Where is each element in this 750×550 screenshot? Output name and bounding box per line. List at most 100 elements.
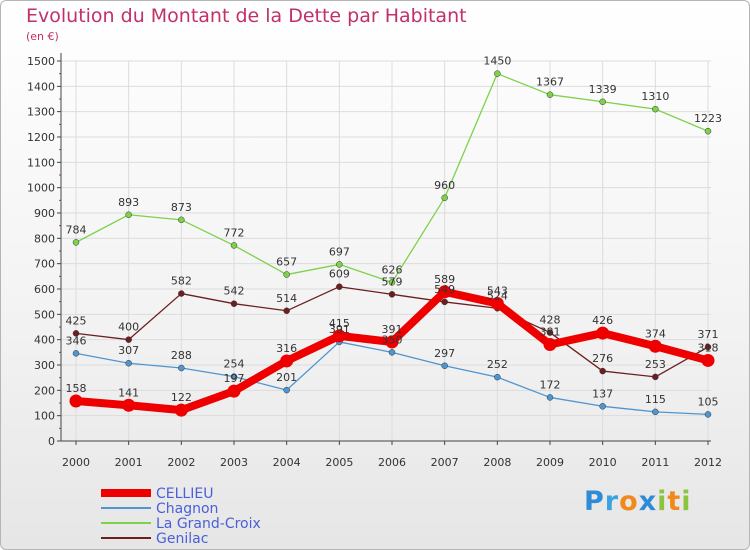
data-point: [125, 211, 132, 219]
y-tick-label: 1000: [27, 182, 55, 195]
y-tick-label: 200: [34, 384, 55, 397]
legend-label: CELLIEU: [156, 486, 213, 502]
data-label: 426: [592, 314, 613, 327]
data-point: [385, 335, 399, 349]
logo-letter: x: [638, 486, 658, 517]
logo-letter: o: [619, 486, 639, 517]
y-tick-label: 1400: [27, 80, 55, 93]
data-point: [704, 343, 712, 351]
data-point: [438, 285, 452, 299]
data-point: [283, 386, 290, 394]
y-tick-label: 600: [34, 283, 55, 296]
data-label: 1339: [589, 83, 617, 96]
data-point: [652, 408, 659, 416]
x-tick-label: 2009: [536, 456, 564, 469]
data-label: 514: [276, 292, 297, 305]
data-label: 589: [434, 273, 455, 286]
chart-subtitle: (en €): [26, 30, 59, 43]
data-point: [546, 91, 554, 98]
data-point: [652, 373, 659, 381]
data-point: [230, 300, 238, 307]
data-label: 201: [276, 371, 297, 384]
data-label: 297: [434, 347, 455, 360]
data-label: 105: [698, 395, 719, 408]
data-label: 425: [66, 314, 87, 327]
data-label: 254: [224, 358, 245, 371]
y-tick-label: 400: [34, 334, 55, 347]
data-point: [72, 239, 80, 246]
data-label: 381: [540, 325, 561, 338]
data-label: 873: [171, 201, 192, 214]
data-label: 549: [434, 283, 455, 296]
data-point: [546, 329, 554, 336]
data-point: [336, 261, 343, 268]
x-tick-label: 2010: [589, 456, 617, 469]
data-point: [388, 349, 396, 356]
data-label: 318: [698, 341, 719, 354]
data-label: 524: [487, 289, 508, 302]
data-label: 122: [171, 391, 192, 404]
data-label: 542: [224, 285, 245, 298]
data-label: 543: [487, 284, 508, 297]
data-point: [178, 216, 185, 224]
data-labels: 784 893 873 772 657 697 626 960 1450 1367 1339 1310…: [66, 55, 723, 409]
data-label: 893: [118, 196, 139, 209]
y-tick-label: 300: [34, 359, 55, 372]
data-point: [280, 354, 294, 368]
data-label: 626: [382, 263, 403, 276]
data-label: 1367: [536, 76, 564, 89]
data-point: [599, 403, 606, 410]
y-tick-label: 1300: [27, 106, 55, 119]
data-label: 1310: [641, 90, 669, 103]
data-point: [701, 353, 715, 367]
data-point: [174, 403, 188, 417]
data-label: 697: [329, 245, 350, 258]
data-point: [336, 283, 343, 290]
series-lines: [69, 70, 715, 418]
y-tick-label: 500: [34, 308, 55, 321]
data-label: 371: [698, 328, 719, 341]
data-label: 582: [171, 275, 192, 288]
data-point: [72, 330, 80, 337]
data-label: 197: [224, 372, 245, 385]
data-point: [648, 339, 662, 353]
data-label: 391: [329, 323, 350, 336]
chart-title: Evolution du Montant de la Dette par Hab…: [26, 5, 467, 27]
x-tick-label: 2005: [325, 456, 353, 469]
data-label: 172: [540, 378, 561, 391]
data-label: 415: [329, 317, 350, 330]
x-tick-label: 2001: [115, 456, 143, 469]
data-point: [227, 384, 241, 398]
data-label: 141: [118, 386, 139, 399]
y-tick-label: 1100: [27, 156, 55, 169]
data-label: 137: [592, 387, 613, 400]
data-label: 579: [382, 275, 403, 288]
data-label: 657: [276, 256, 297, 269]
legend-label: La Grand-Croix: [156, 516, 261, 532]
logo-letter: t: [667, 486, 682, 517]
legend-label: Chagnon: [156, 501, 218, 517]
y-tick-label: 100: [34, 410, 55, 423]
data-label: 350: [382, 333, 403, 346]
data-label: 316: [276, 342, 297, 355]
x-tick-label: 2003: [220, 456, 248, 469]
data-point: [599, 98, 606, 106]
x-tick-label: 2007: [431, 456, 459, 469]
data-point: [122, 398, 136, 412]
legend-label: Genilac: [156, 531, 208, 547]
y-tick-label: 1200: [27, 131, 55, 144]
proxiti-logo: Proxiti: [584, 486, 692, 517]
data-label: 307: [118, 344, 139, 357]
data-label: 158: [66, 382, 87, 395]
data-point: [441, 298, 448, 306]
data-label: 960: [434, 179, 455, 192]
grid-lines: [61, 60, 711, 442]
data-label: 1450: [483, 55, 511, 68]
logo-letter: P: [584, 486, 605, 517]
x-tick-label: 2000: [62, 456, 90, 469]
data-point: [283, 307, 290, 315]
data-point: [72, 350, 80, 357]
